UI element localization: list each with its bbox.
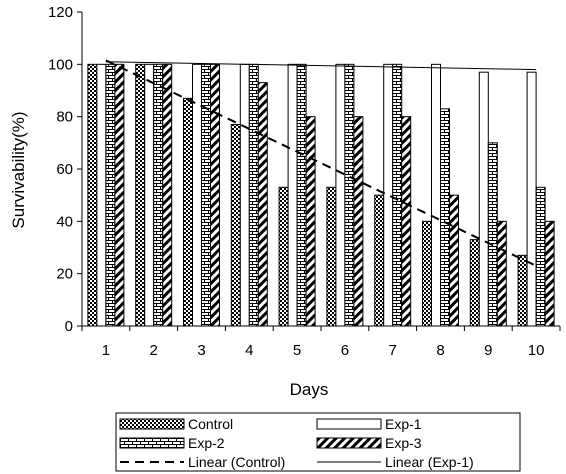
x-tick-label: 1 (102, 342, 110, 359)
x-tick-label: 10 (528, 342, 545, 359)
x-tick-label: 4 (245, 342, 253, 359)
bar-exp-3-day-5 (305, 116, 316, 327)
bar-exp-3-day-10 (544, 220, 555, 327)
bar-control-day-4 (230, 124, 241, 327)
trendline-linear-control (105, 59, 537, 267)
y-tick-label: 20 (56, 266, 73, 283)
x-tick-label: 5 (293, 342, 301, 359)
bar-exp-2-day-4 (248, 63, 259, 327)
bar-control-day-6 (326, 186, 337, 327)
bar-exp-1-day-4 (239, 63, 250, 327)
axes-layer: 0 20 40 60 80 100 120 1 2 3 4 5 6 7 8 9 10 (48, 4, 561, 359)
bar-exp-3-day-9 (496, 220, 507, 327)
bar-exp-3-day-1 (114, 63, 125, 327)
bar-control-day-9 (469, 239, 480, 327)
legend-swatch-exp-2 (119, 437, 185, 449)
bar-exp-1-day-5 (287, 63, 298, 327)
x-tick-label: 8 (436, 342, 444, 359)
bar-exp-2-day-3 (201, 63, 211, 327)
bar-control-day-5 (278, 186, 289, 327)
bar-exp-1-day-7 (383, 63, 394, 327)
legend-label-exp-1: Exp-1 (385, 416, 422, 432)
bar-control-day-3 (183, 97, 193, 327)
bar-exp-1-day-10 (526, 71, 537, 327)
legend-label-exp-2: Exp-2 (188, 435, 225, 451)
y-tick-label: 120 (48, 4, 73, 21)
y-tick-label: 60 (56, 161, 73, 178)
bar-exp-3-day-7 (401, 116, 412, 327)
bar-exp-1-day-3 (192, 63, 202, 327)
bar-control-day-10 (517, 254, 528, 327)
bar-exp-3-day-2 (162, 63, 173, 327)
bar-exp-3-day-6 (353, 116, 364, 327)
x-tick-label: 2 (150, 342, 158, 359)
y-axis-title: Survivability(%) (9, 111, 28, 228)
bar-exp-1-day-8 (431, 63, 441, 327)
x-tick-label: 7 (389, 342, 397, 359)
legend-swatch-exp-3 (316, 437, 382, 449)
trendlines-layer (105, 59, 537, 267)
bar-exp-3-day-3 (210, 63, 220, 327)
bar-control-day-7 (374, 194, 385, 327)
y-tick-label: 40 (56, 213, 73, 230)
trendline-linear-exp-1 (105, 61, 537, 71)
bar-exp-3-day-4 (257, 82, 268, 327)
bar-exp-2-day-1 (105, 63, 116, 327)
y-tick-label: 80 (56, 109, 73, 126)
bar-exp-2-day-2 (153, 63, 164, 327)
bar-exp-2-day-10 (535, 186, 546, 327)
y-tick-label: 0 (65, 318, 73, 335)
x-tick-label: 3 (197, 342, 205, 359)
legend-swatch-exp-1 (316, 418, 382, 430)
y-tick-label: 100 (48, 56, 73, 73)
bar-exp-1-day-9 (478, 71, 489, 327)
legend-label-linear-control: Linear (Control) (188, 454, 285, 470)
bar-exp-2-day-8 (440, 108, 450, 327)
x-tick-label: 6 (341, 342, 349, 359)
x-axis-title: Days (290, 380, 329, 399)
bar-exp-2-day-5 (296, 63, 307, 327)
bar-control-day-8 (422, 220, 432, 327)
bar-exp-1-day-1 (96, 63, 107, 327)
bar-control-day-2 (135, 63, 146, 327)
bar-exp-3-day-8 (449, 194, 459, 327)
legend: Control Exp-1 Exp-2 Exp-3 Linear (Control) Li… (115, 412, 521, 472)
x-tick-label: 9 (484, 342, 492, 359)
bar-exp-1-day-6 (335, 63, 346, 327)
legend-swatch-control (119, 418, 185, 430)
bar-exp-1-day-2 (144, 63, 155, 327)
legend-label-linear-exp-1: Linear (Exp-1) (385, 454, 474, 470)
bar-control-day-1 (87, 63, 98, 327)
legend-label-exp-3: Exp-3 (385, 435, 422, 451)
legend-label-control: Control (188, 416, 233, 432)
bar-exp-2-day-6 (344, 63, 355, 327)
bars-layer (87, 63, 555, 327)
bar-exp-2-day-7 (392, 63, 403, 327)
bar-exp-2-day-9 (487, 142, 498, 327)
